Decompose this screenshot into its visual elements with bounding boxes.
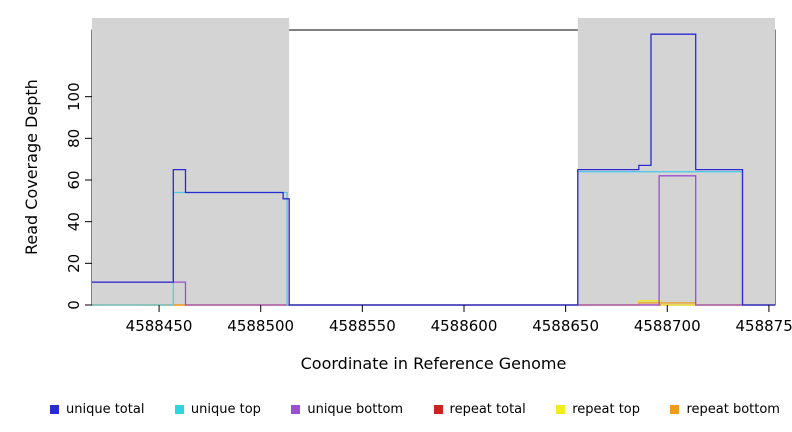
legend-swatch-unique-bottom [291, 404, 301, 414]
y-tick-label: 80 [65, 129, 83, 148]
x-tick-label: 4588600 [431, 317, 498, 335]
legend-label: unique bottom [307, 401, 404, 417]
legend-swatch-repeat-top [556, 404, 566, 414]
legend-item-repeat-bottom: repeat bottom [670, 402, 780, 417]
legend-item-unique-top: unique top [174, 401, 261, 417]
x-tick-label: 4588500 [227, 317, 294, 335]
x-tick-label: 4588650 [532, 317, 599, 335]
legend-label: repeat top [572, 401, 640, 417]
y-tick-label: 60 [65, 170, 83, 189]
legend-swatch-unique-top [174, 404, 184, 414]
legend-swatch-repeat-bottom [670, 404, 680, 414]
legend-item-repeat-top: repeat top [556, 402, 640, 417]
legend: unique total unique top unique bottom repea… [50, 399, 780, 419]
x-tick-label: 4588700 [634, 317, 701, 335]
legend-item-repeat-total: repeat total [433, 401, 526, 417]
series-line-unique-bottom [92, 175, 775, 306]
x-tick-label: 4588450 [126, 317, 193, 335]
coverage-plot: 4588450 4588500 4588550 4588600 4588650 45887… [65, 18, 792, 335]
y-axis-title: Read Coverage Depth [22, 79, 41, 256]
y-tick-label: 100 [65, 82, 83, 111]
legend-swatch-repeat-total [433, 404, 443, 414]
y-tick-label: 0 [65, 300, 83, 310]
x-axis-title: Coordinate in Reference Genome [300, 354, 567, 373]
shaded-region-2 [577, 18, 775, 305]
series-line-unique-total [92, 33, 775, 306]
shaded-region-1 [92, 18, 290, 305]
legend-swatch-unique-total [50, 404, 59, 414]
y-tick-label: 20 [65, 254, 83, 273]
legend-label: repeat bottom [686, 401, 780, 417]
legend-label: repeat total [449, 401, 526, 417]
legend-label: unique top [190, 401, 261, 417]
legend-label: unique total [66, 401, 145, 417]
legend-item-unique-bottom: unique bottom [291, 402, 403, 417]
legend-item-unique-total: unique total [50, 402, 144, 417]
y-tick-label: 40 [65, 212, 83, 231]
x-tick-label: 4588550 [329, 317, 396, 335]
